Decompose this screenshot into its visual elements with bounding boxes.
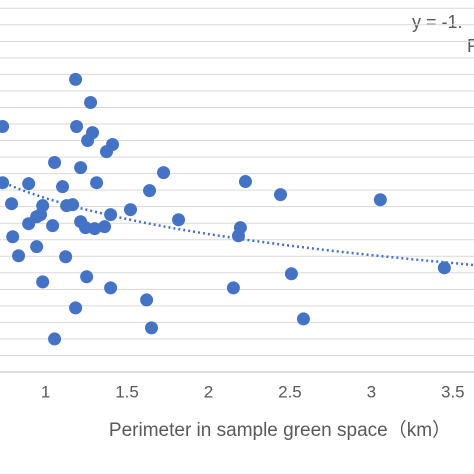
x-axis-title: Perimeter in sample green space（km） [109,419,451,441]
data-point [437,261,451,275]
data-point [59,250,73,264]
data-point [157,166,171,180]
data-point [104,281,118,295]
data-point [273,188,287,202]
data-point [22,217,36,231]
data-point [284,267,298,281]
data-point [0,176,10,190]
x-tick-label: 3.5 [441,382,465,401]
data-point [80,270,94,284]
data-point [84,96,98,110]
data-point [36,275,50,289]
data-point [233,221,247,235]
data-point [74,161,88,175]
data-point [373,193,387,207]
data-point [30,240,44,254]
data-point [90,176,104,190]
data-point [48,156,62,170]
plot-area: 1 1.5 2 2.5 3 3.5 [0,7,474,401]
x-tick-label: 2.5 [278,382,302,401]
data-point [226,281,240,295]
data-point [104,208,118,222]
data-point [5,197,19,211]
data-point [144,321,158,335]
data-point [56,180,70,194]
data-point [69,301,83,315]
x-tick-label: 3 [367,382,376,401]
data-point [69,72,83,86]
data-point [46,219,60,233]
data-point [6,230,20,244]
data-point [296,312,310,326]
data-point [88,222,102,236]
data-point [22,177,36,191]
data-point [70,119,84,133]
data-point [0,119,10,133]
x-tick-label: 2 [204,382,213,401]
data-point [140,293,154,307]
data-point [123,203,137,217]
x-tick-label: 1.5 [115,382,139,401]
data-point [143,184,157,198]
data-point [172,213,186,227]
data-point [48,332,62,346]
data-point [12,249,26,263]
data-point [60,199,74,213]
data-point [100,145,114,159]
data-point [98,220,112,234]
data-point [238,175,252,189]
x-tick-label: 1 [41,382,50,401]
trendline [0,180,474,267]
equation-label: y = -1. [412,12,463,32]
data-point [34,208,48,222]
data-point [81,134,95,148]
r-squared-label: R [467,36,474,56]
